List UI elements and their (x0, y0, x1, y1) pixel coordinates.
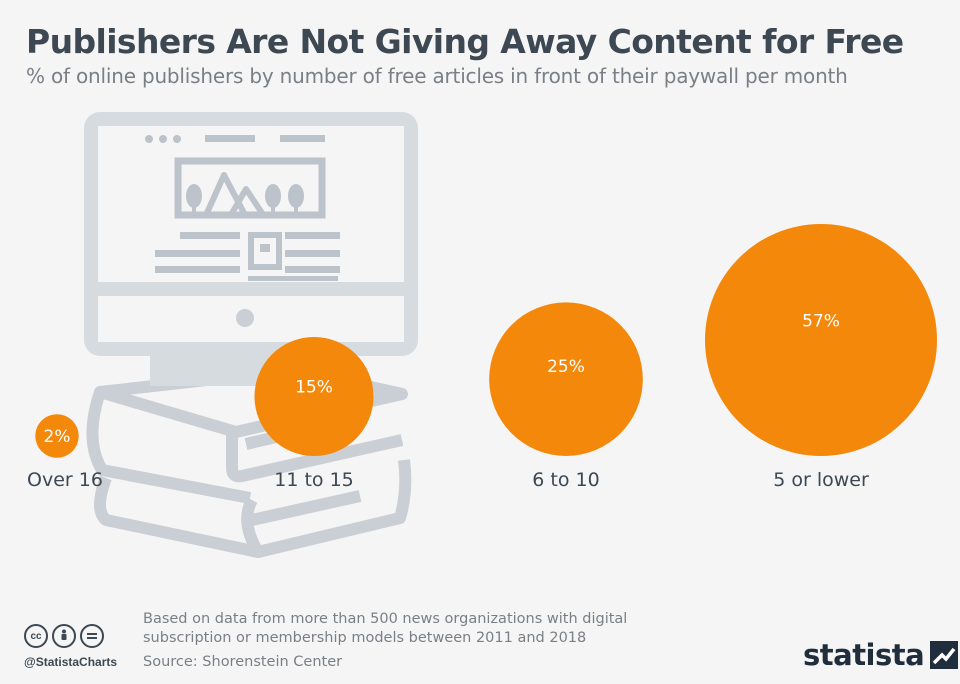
attribution-icon[interactable] (52, 624, 76, 648)
methodology-note: Based on data from more than 500 news or… (143, 611, 628, 646)
creative-commons-icon[interactable]: cc (24, 624, 48, 648)
statista-mark-icon (930, 641, 959, 669)
footer-note-block: Based on data from more than 500 news or… (143, 610, 663, 672)
chart-title: Publishers Are Not Giving Away Content f… (26, 22, 904, 61)
no-derivatives-icon[interactable] (80, 624, 104, 648)
bubble-value-label: 15% (295, 377, 333, 397)
license-icons: cc (24, 624, 104, 648)
category-label: 5 or lower (773, 469, 869, 491)
bubble-1[interactable] (254, 336, 374, 456)
category-label: 11 to 15 (274, 469, 354, 491)
source-label: Source: Shorenstein Center (143, 654, 343, 670)
brand-name: statista (803, 638, 925, 672)
category-label: 6 to 10 (532, 469, 599, 491)
bubble-value-label: 57% (802, 311, 840, 331)
bubble-0[interactable] (35, 414, 79, 458)
bubble-3[interactable] (705, 224, 937, 456)
bubble-value-label: 25% (547, 357, 585, 377)
statista-logo[interactable]: statista (803, 638, 959, 672)
twitter-handle[interactable]: @StatistaCharts (24, 655, 118, 669)
bubble-value-label: 2% (44, 427, 71, 447)
chart-subtitle: % of online publishers by number of free… (26, 64, 848, 88)
category-label: Over 16 (27, 469, 103, 491)
bubble-2[interactable] (489, 302, 643, 456)
